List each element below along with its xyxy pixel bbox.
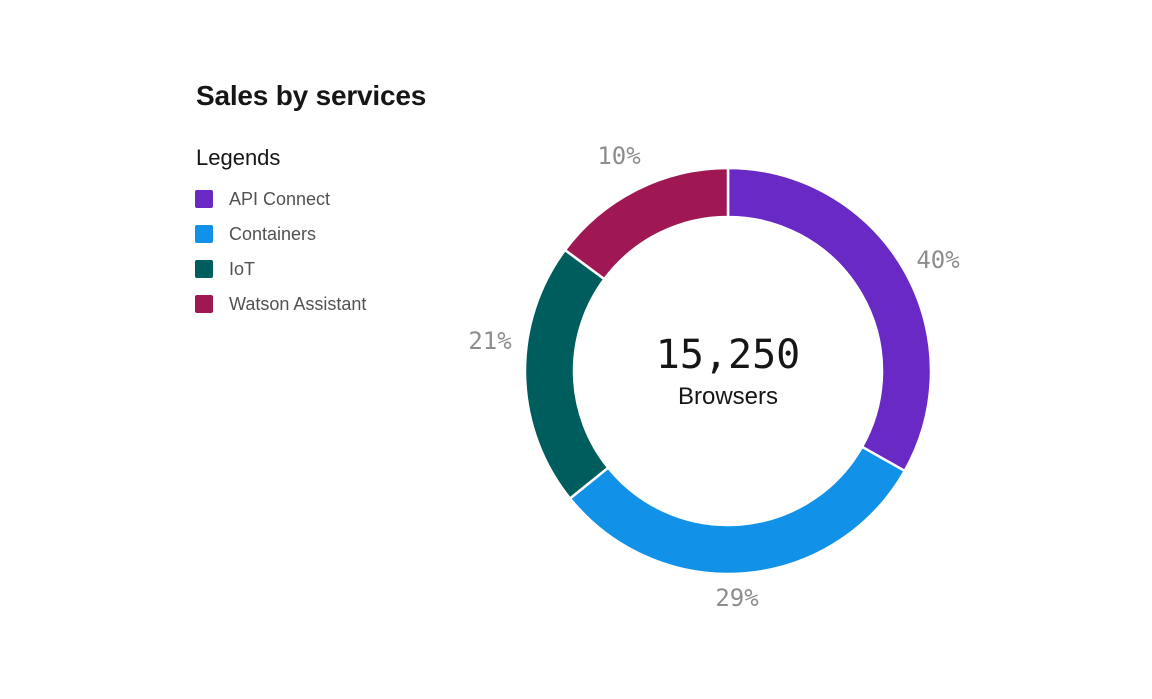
- donut-slice-watson-assistant[interactable]: [563, 166, 730, 281]
- legend-item-label: API Connect: [229, 189, 331, 209]
- donut-center-value: 15,250: [656, 332, 801, 378]
- donut-slice-iot[interactable]: [523, 248, 610, 500]
- donut-arcs: [523, 166, 933, 576]
- donut-center-label: Browsers: [678, 383, 778, 410]
- legend-item-api-connect[interactable]: API Connect: [195, 190, 366, 208]
- slice-percent-label: 10%: [597, 142, 641, 170]
- legend: API Connect Containers IoT Watson Assist…: [195, 190, 366, 330]
- chart-title: Sales by services: [196, 80, 427, 111]
- legend-item-containers[interactable]: Containers: [195, 225, 366, 243]
- legend-swatch: [195, 260, 213, 278]
- slice-percent-label: 21%: [468, 327, 512, 355]
- legend-swatch: [195, 295, 213, 313]
- legend-swatch: [195, 190, 213, 208]
- donut-percent-labels: 40% 29% 21% 10%: [468, 142, 960, 612]
- donut-slice-containers[interactable]: [568, 445, 906, 576]
- legend-swatch: [195, 225, 213, 243]
- slice-percent-label: 29%: [715, 584, 759, 612]
- legend-item-watson-assistant[interactable]: Watson Assistant: [195, 295, 366, 313]
- legend-item-iot[interactable]: IoT: [195, 260, 366, 278]
- legend-item-label: Containers: [229, 224, 317, 244]
- legend-heading: Legends: [196, 145, 281, 170]
- legend-item-label: Watson Assistant: [229, 294, 367, 314]
- legend-item-label: IoT: [229, 259, 256, 279]
- slice-percent-label: 40%: [916, 246, 960, 274]
- donut-slice-api-connect[interactable]: [726, 166, 933, 473]
